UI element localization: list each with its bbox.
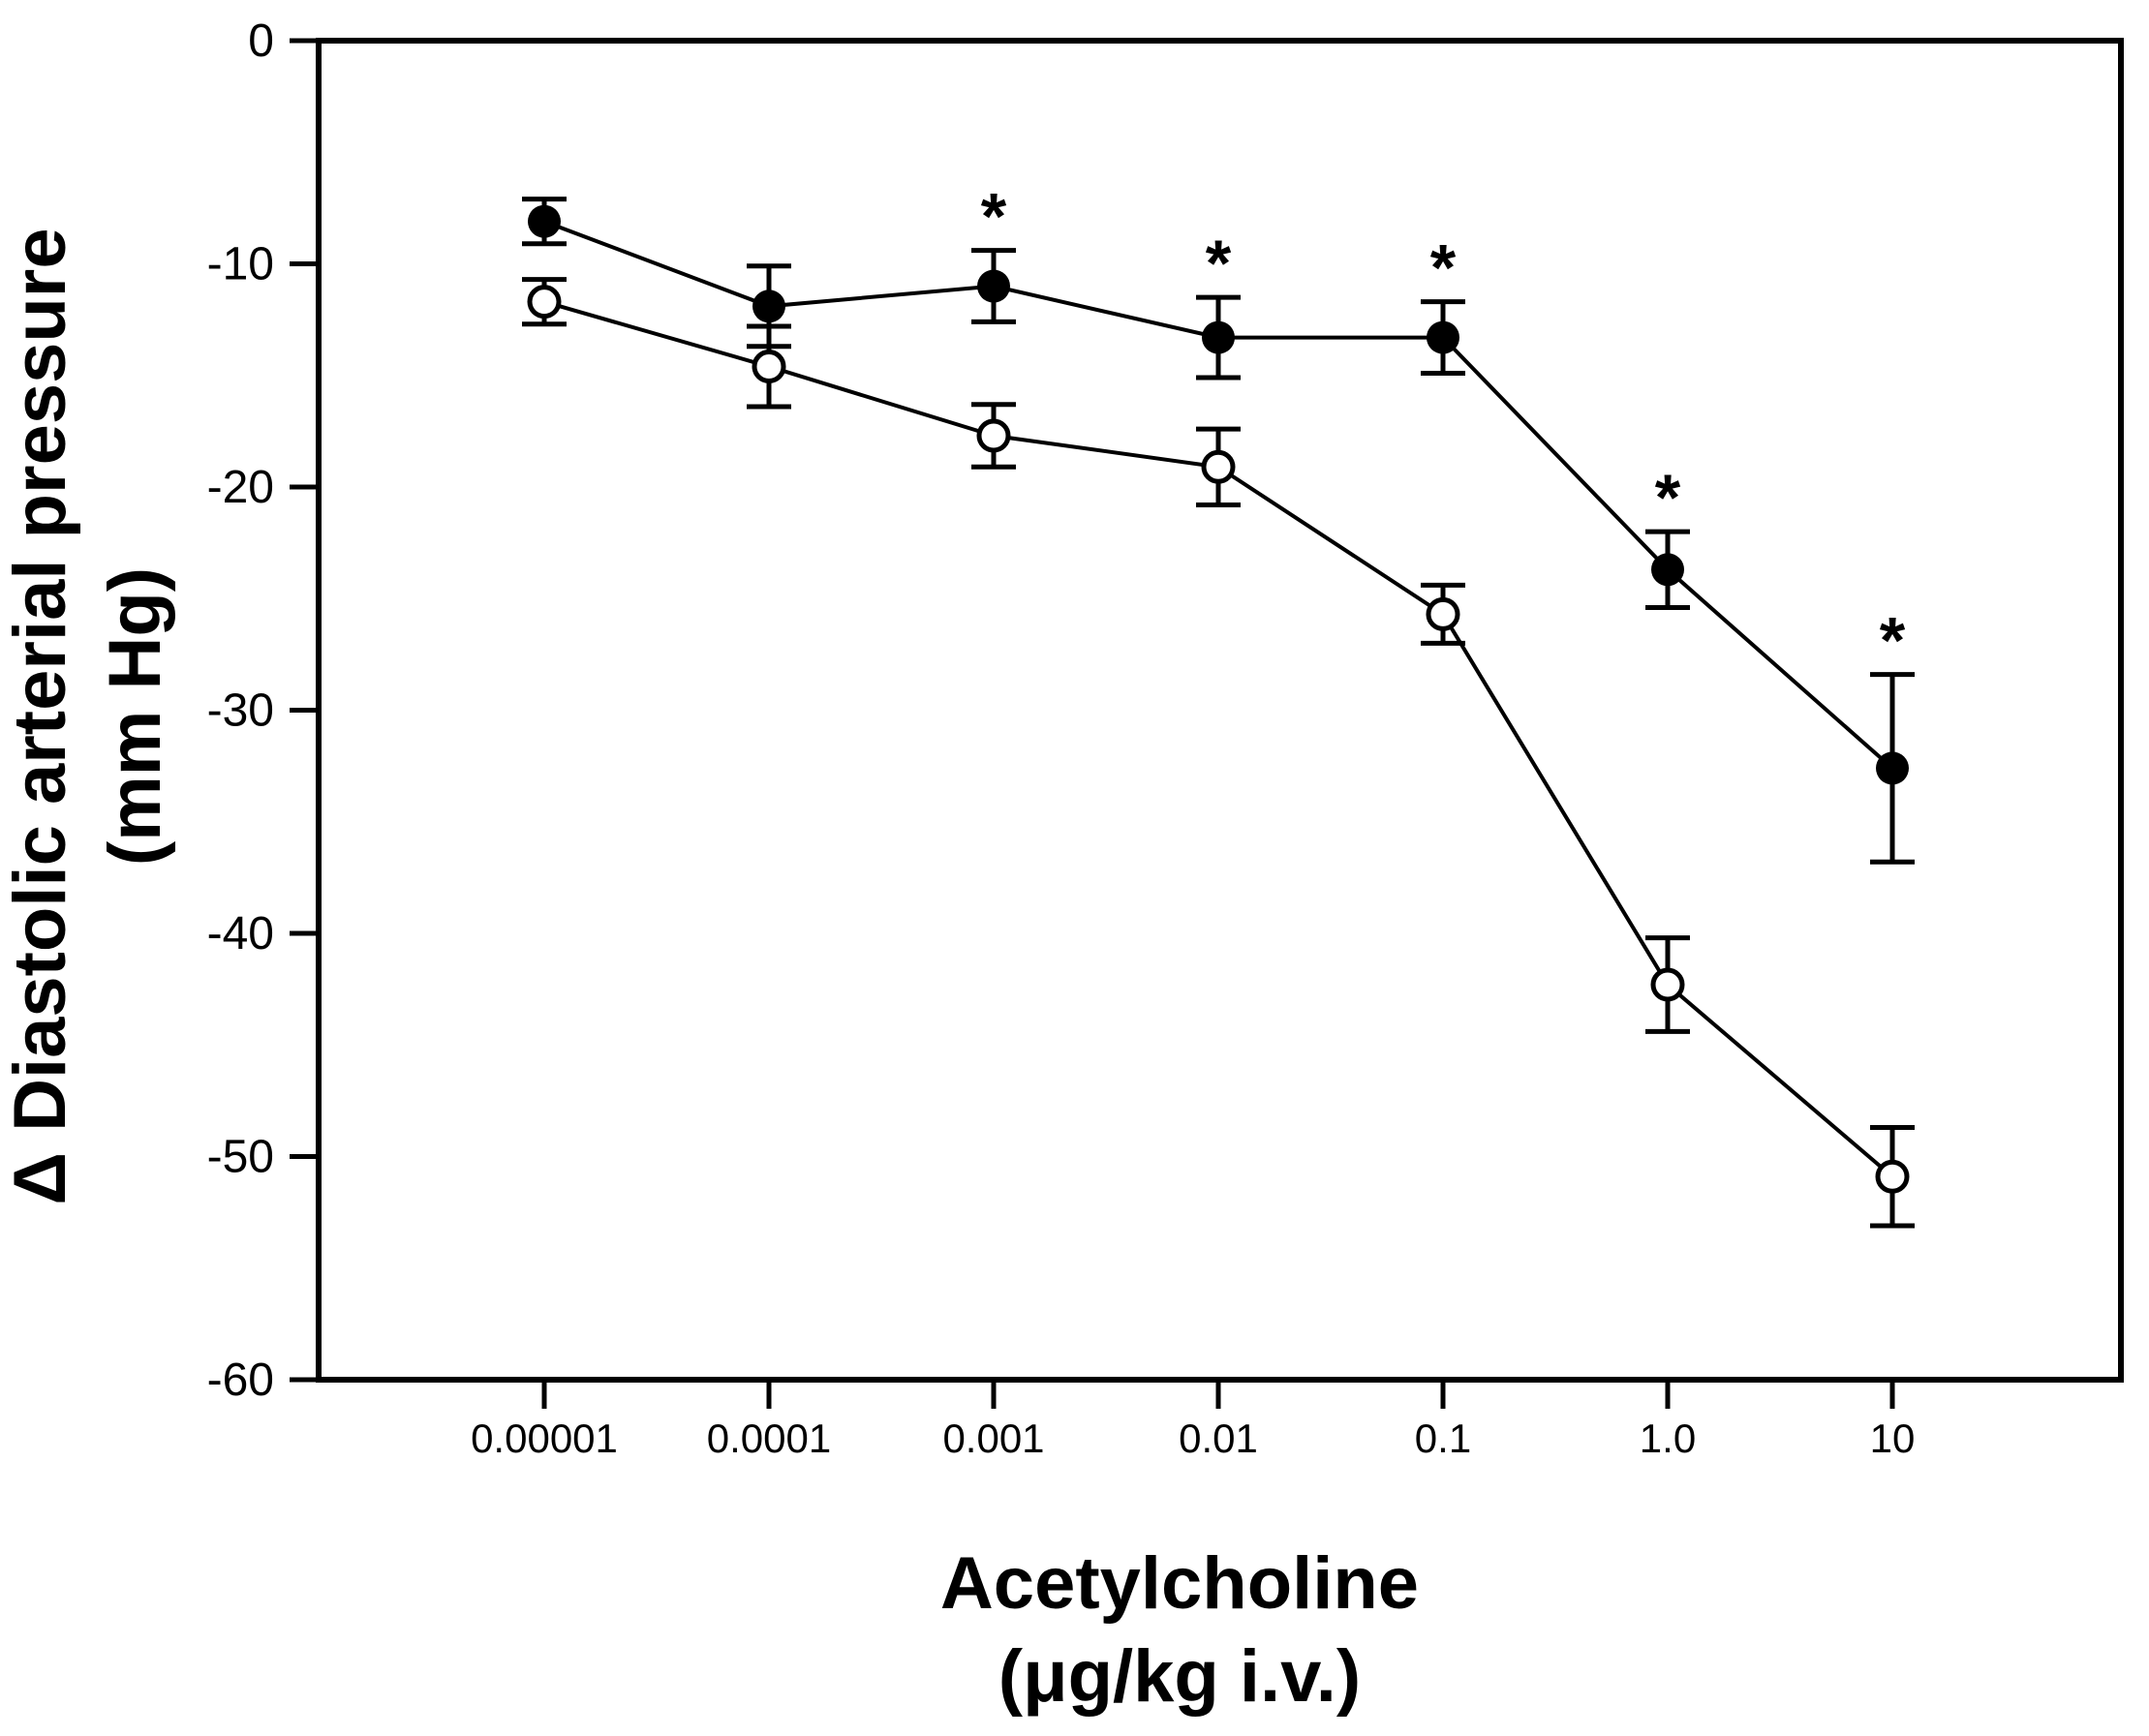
data-point-marker-filled bbox=[1427, 320, 1459, 354]
data-point-marker-filled bbox=[1202, 320, 1235, 354]
significance-asterisk: * bbox=[1655, 461, 1681, 534]
x-tick-label: 0.0001 bbox=[707, 1416, 831, 1461]
x-tick-label: 1.0 bbox=[1640, 1416, 1696, 1461]
data-point-marker-open bbox=[1650, 967, 1685, 1002]
data-point-marker-open bbox=[1201, 449, 1236, 484]
y-tick-label: 0 bbox=[248, 15, 274, 67]
x-tick-label: 0.001 bbox=[942, 1416, 1044, 1461]
significance-asterisk: * bbox=[1430, 231, 1457, 305]
y-tick-label: -20 bbox=[207, 462, 274, 513]
x-axis-title-line2: (μg/kg i.v.) bbox=[998, 1635, 1362, 1718]
data-point-marker-open bbox=[527, 285, 562, 320]
significance-asterisk: * bbox=[981, 180, 1007, 254]
x-tick-label: 0.00001 bbox=[471, 1416, 618, 1461]
x-axis-title: Acetylcholine (μg/kg i.v.) bbox=[599, 1538, 1761, 1723]
y-tick-label: -40 bbox=[207, 908, 274, 959]
y-tick-label: -60 bbox=[207, 1355, 274, 1406]
data-point-marker-filled bbox=[752, 289, 785, 323]
data-point-marker-filled bbox=[528, 204, 561, 238]
x-tick-label: 0.01 bbox=[1179, 1416, 1258, 1461]
y-tick-label: -50 bbox=[207, 1132, 274, 1183]
data-point-marker-open bbox=[976, 418, 1011, 453]
x-axis-title-line1: Acetylcholine bbox=[939, 1542, 1420, 1625]
data-point-marker-filled bbox=[1651, 553, 1684, 587]
y-tick-label: -10 bbox=[207, 239, 274, 290]
y-axis-title-line2: (mm Hg) bbox=[94, 566, 176, 867]
data-point-marker-filled bbox=[977, 269, 1010, 303]
y-axis-title: Δ Diastolic arterial pressure (mm Hg) bbox=[0, 0, 206, 1491]
data-point-marker-open bbox=[1426, 596, 1460, 631]
y-axis-title-line1: Δ Diastolic arterial pressure bbox=[0, 228, 81, 1205]
data-point-marker-open bbox=[752, 350, 786, 384]
x-tick-label: 0.1 bbox=[1415, 1416, 1471, 1461]
y-tick-label: -30 bbox=[207, 685, 274, 737]
x-tick-label: 10 bbox=[1870, 1416, 1916, 1461]
significance-asterisk: * bbox=[1880, 604, 1906, 678]
data-point-marker-filled bbox=[1876, 751, 1909, 785]
data-point-marker-open bbox=[1875, 1159, 1910, 1194]
significance-asterisk: * bbox=[1206, 227, 1232, 300]
